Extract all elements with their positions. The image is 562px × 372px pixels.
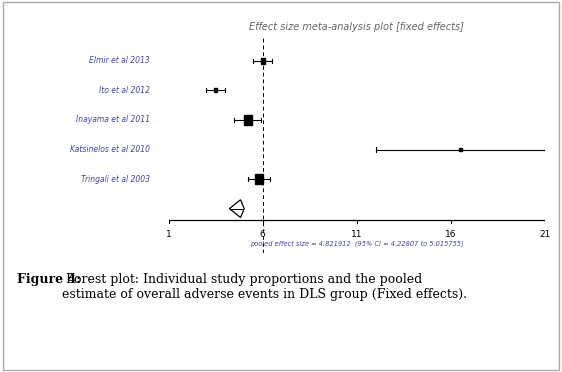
Text: Figure 4:: Figure 4: — [17, 273, 80, 286]
Text: 6: 6 — [260, 230, 266, 239]
Text: 1: 1 — [166, 230, 171, 239]
Bar — [214, 89, 217, 92]
Text: Ito et al 2012: Ito et al 2012 — [99, 86, 149, 95]
Text: 16: 16 — [445, 230, 457, 239]
Bar — [255, 174, 263, 184]
Title: Effect size meta-analysis plot [fixed effects]: Effect size meta-analysis plot [fixed ef… — [250, 22, 464, 32]
Bar — [244, 115, 252, 125]
Bar — [261, 58, 265, 64]
Text: Inayama et al 2011: Inayama et al 2011 — [76, 115, 149, 125]
Text: 11: 11 — [351, 230, 362, 239]
Text: Forest plot: Individual study proportions and the pooled
estimate of overall adv: Forest plot: Individual study proportion… — [62, 273, 468, 301]
Text: pooled effect size = 4.821912  (95% CI = 4.22807 to 5.015755): pooled effect size = 4.821912 (95% CI = … — [250, 241, 464, 247]
Bar — [459, 148, 462, 151]
Text: Elmir et al 2013: Elmir et al 2013 — [89, 56, 149, 65]
Polygon shape — [229, 200, 244, 218]
Text: Tringali et al 2003: Tringali et al 2003 — [81, 174, 149, 183]
Text: 21: 21 — [540, 230, 551, 239]
Text: Katsinelos et al 2010: Katsinelos et al 2010 — [70, 145, 149, 154]
